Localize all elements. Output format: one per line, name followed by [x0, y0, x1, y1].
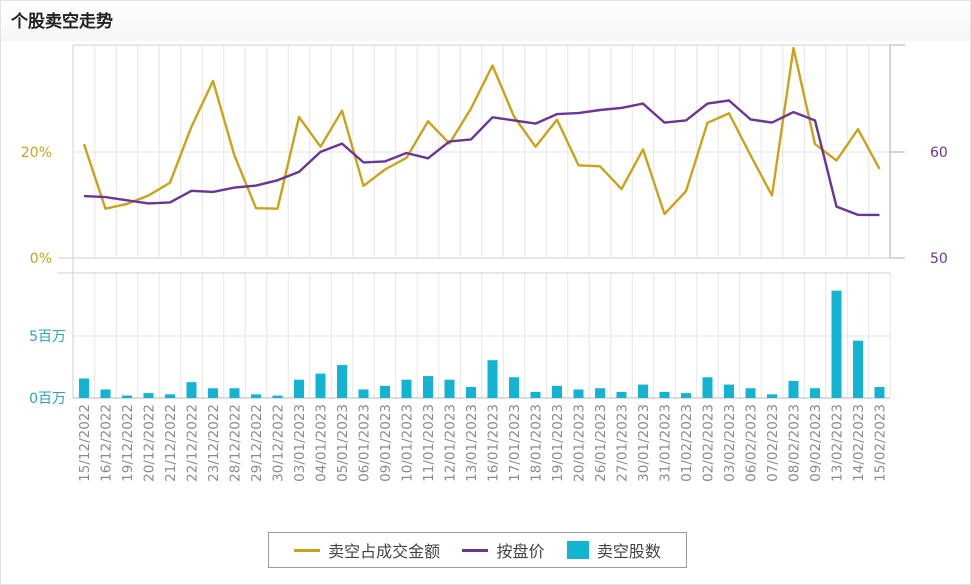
- volume-bar: [444, 379, 455, 398]
- x-axis-tick-label: 30/01/2023: [636, 404, 652, 482]
- x-axis-tick-label: 16/01/2023: [486, 404, 502, 482]
- volume-bar: [788, 380, 799, 398]
- volume-bar: [229, 388, 240, 398]
- legend-price-swatch: [462, 548, 489, 552]
- right-axis-tick-label: 60: [930, 145, 948, 161]
- volume-bar: [165, 394, 175, 398]
- legend-ratio-label: 卖空占成交金额: [328, 542, 441, 561]
- volume-axis-tick-label: 0百万: [29, 391, 66, 407]
- volume-bar: [724, 384, 734, 398]
- x-axis-tick-label: 28/12/2022: [228, 404, 244, 482]
- x-axis-tick-label: 17/01/2023: [507, 404, 523, 482]
- x-axis-tick-label: 20/01/2023: [572, 404, 588, 482]
- volume-bar: [100, 389, 111, 398]
- x-axis-tick-label: 13/02/2023: [830, 404, 846, 482]
- volume-bar: [702, 377, 713, 398]
- volume-bar: [595, 388, 605, 398]
- legend-item-ratio[interactable]: 卖空占成交金额: [294, 538, 440, 562]
- volume-bar: [853, 340, 863, 398]
- x-axis-tick-label: 13/01/2023: [464, 404, 480, 482]
- volume-bar: [509, 377, 519, 398]
- volume-bar: [143, 393, 154, 398]
- volume-bar: [315, 373, 326, 398]
- left-axis-tick-label: 20%: [21, 145, 52, 161]
- x-axis-tick-label: 27/01/2023: [615, 404, 631, 482]
- x-axis-tick-label: 08/02/2023: [787, 404, 803, 482]
- volume-bar: [401, 379, 412, 398]
- legend-ratio-swatch: [294, 548, 321, 552]
- volume-axis-tick-label: 5百万: [29, 329, 66, 345]
- x-axis-tick-label: 30/12/2022: [271, 404, 287, 482]
- x-axis-tick-label: 01/02/2023: [679, 404, 695, 482]
- volume-bar: [573, 389, 584, 398]
- legend-item-price[interactable]: 按盘价: [462, 538, 545, 562]
- x-axis-tick-label: 09/02/2023: [808, 404, 824, 482]
- x-axis-tick-label: 16/12/2022: [99, 404, 115, 482]
- volume-bar: [186, 382, 197, 398]
- volume-bar: [616, 391, 627, 398]
- legend-volume-label: 卖空股数: [596, 542, 661, 561]
- volume-bar: [487, 360, 498, 398]
- x-axis-tick-label: 03/02/2023: [722, 404, 738, 482]
- volume-bar: [79, 378, 89, 398]
- volume-bar: [638, 384, 648, 398]
- x-axis-tick-label: 09/01/2023: [378, 404, 394, 482]
- volume-bar: [380, 385, 390, 398]
- legend-item-volume[interactable]: 卖空股数: [566, 538, 661, 562]
- x-axis-tick-label: 03/01/2023: [292, 404, 308, 482]
- x-axis-tick-label: 02/02/2023: [701, 404, 717, 482]
- x-axis-tick-label: 19/12/2022: [120, 404, 136, 482]
- panel-header: 个股卖空走势: [1, 1, 970, 41]
- x-axis-tick-label: 19/01/2023: [550, 404, 566, 482]
- volume-bar: [122, 395, 132, 398]
- volume-bar: [530, 391, 541, 398]
- x-axis-tick-label: 22/12/2022: [185, 404, 201, 482]
- volume-bar: [874, 387, 885, 398]
- x-axis-tick-label: 26/01/2023: [593, 404, 609, 482]
- volume-bar: [294, 379, 304, 398]
- x-axis-tick-label: 23/12/2022: [206, 404, 222, 482]
- volume-bar: [358, 389, 369, 398]
- chart-legend: 卖空占成交金额 按盘价 卖空股数: [268, 532, 687, 568]
- left-axis-tick-label: 0%: [30, 251, 52, 267]
- x-axis-tick-label: 21/12/2022: [163, 404, 179, 482]
- x-axis-tick-label: 18/01/2023: [529, 404, 545, 482]
- volume-bar: [659, 391, 670, 398]
- volume-bar: [423, 376, 433, 398]
- x-axis-tick-label: 07/02/2023: [765, 404, 781, 482]
- volume-bar: [745, 388, 756, 398]
- x-axis-tick-label: 12/01/2023: [443, 404, 459, 482]
- price-series-line: [83, 99, 880, 217]
- volume-bar: [272, 395, 283, 398]
- x-axis-tick-label: 06/01/2023: [357, 404, 373, 482]
- volume-bar: [337, 365, 347, 398]
- x-axis-tick-label: 29/12/2022: [249, 404, 265, 482]
- legend-price-label: 按盘价: [496, 542, 545, 561]
- x-axis-tick-label: 10/01/2023: [400, 404, 416, 482]
- volume-bar: [208, 388, 218, 398]
- volume-bar: [681, 393, 691, 398]
- x-axis-tick-label: 06/02/2023: [744, 404, 760, 482]
- legend-volume-swatch: [566, 541, 589, 559]
- right-axis-tick-label: 50: [930, 251, 948, 267]
- x-axis-tick-label: 14/02/2023: [851, 404, 867, 482]
- panel-title: 个股卖空走势: [11, 12, 113, 32]
- x-axis-tick-label: 15/02/2023: [873, 404, 889, 482]
- volume-bar: [831, 290, 842, 398]
- volume-bar: [767, 394, 777, 398]
- x-axis-tick-label: 11/01/2023: [421, 404, 437, 482]
- ratio-series-line: [82, 46, 881, 216]
- volume-bar: [810, 388, 820, 398]
- x-axis-tick-label: 05/01/2023: [335, 404, 351, 482]
- volume-bar: [466, 387, 476, 398]
- volume-bar: [552, 385, 562, 398]
- x-axis-tick-label: 04/01/2023: [314, 404, 330, 482]
- x-axis-tick-label: 31/01/2023: [658, 404, 674, 482]
- x-axis-tick-label: 20/12/2022: [142, 404, 158, 482]
- x-axis-tick-label: 15/12/2022: [77, 404, 93, 482]
- volume-bar: [251, 394, 261, 398]
